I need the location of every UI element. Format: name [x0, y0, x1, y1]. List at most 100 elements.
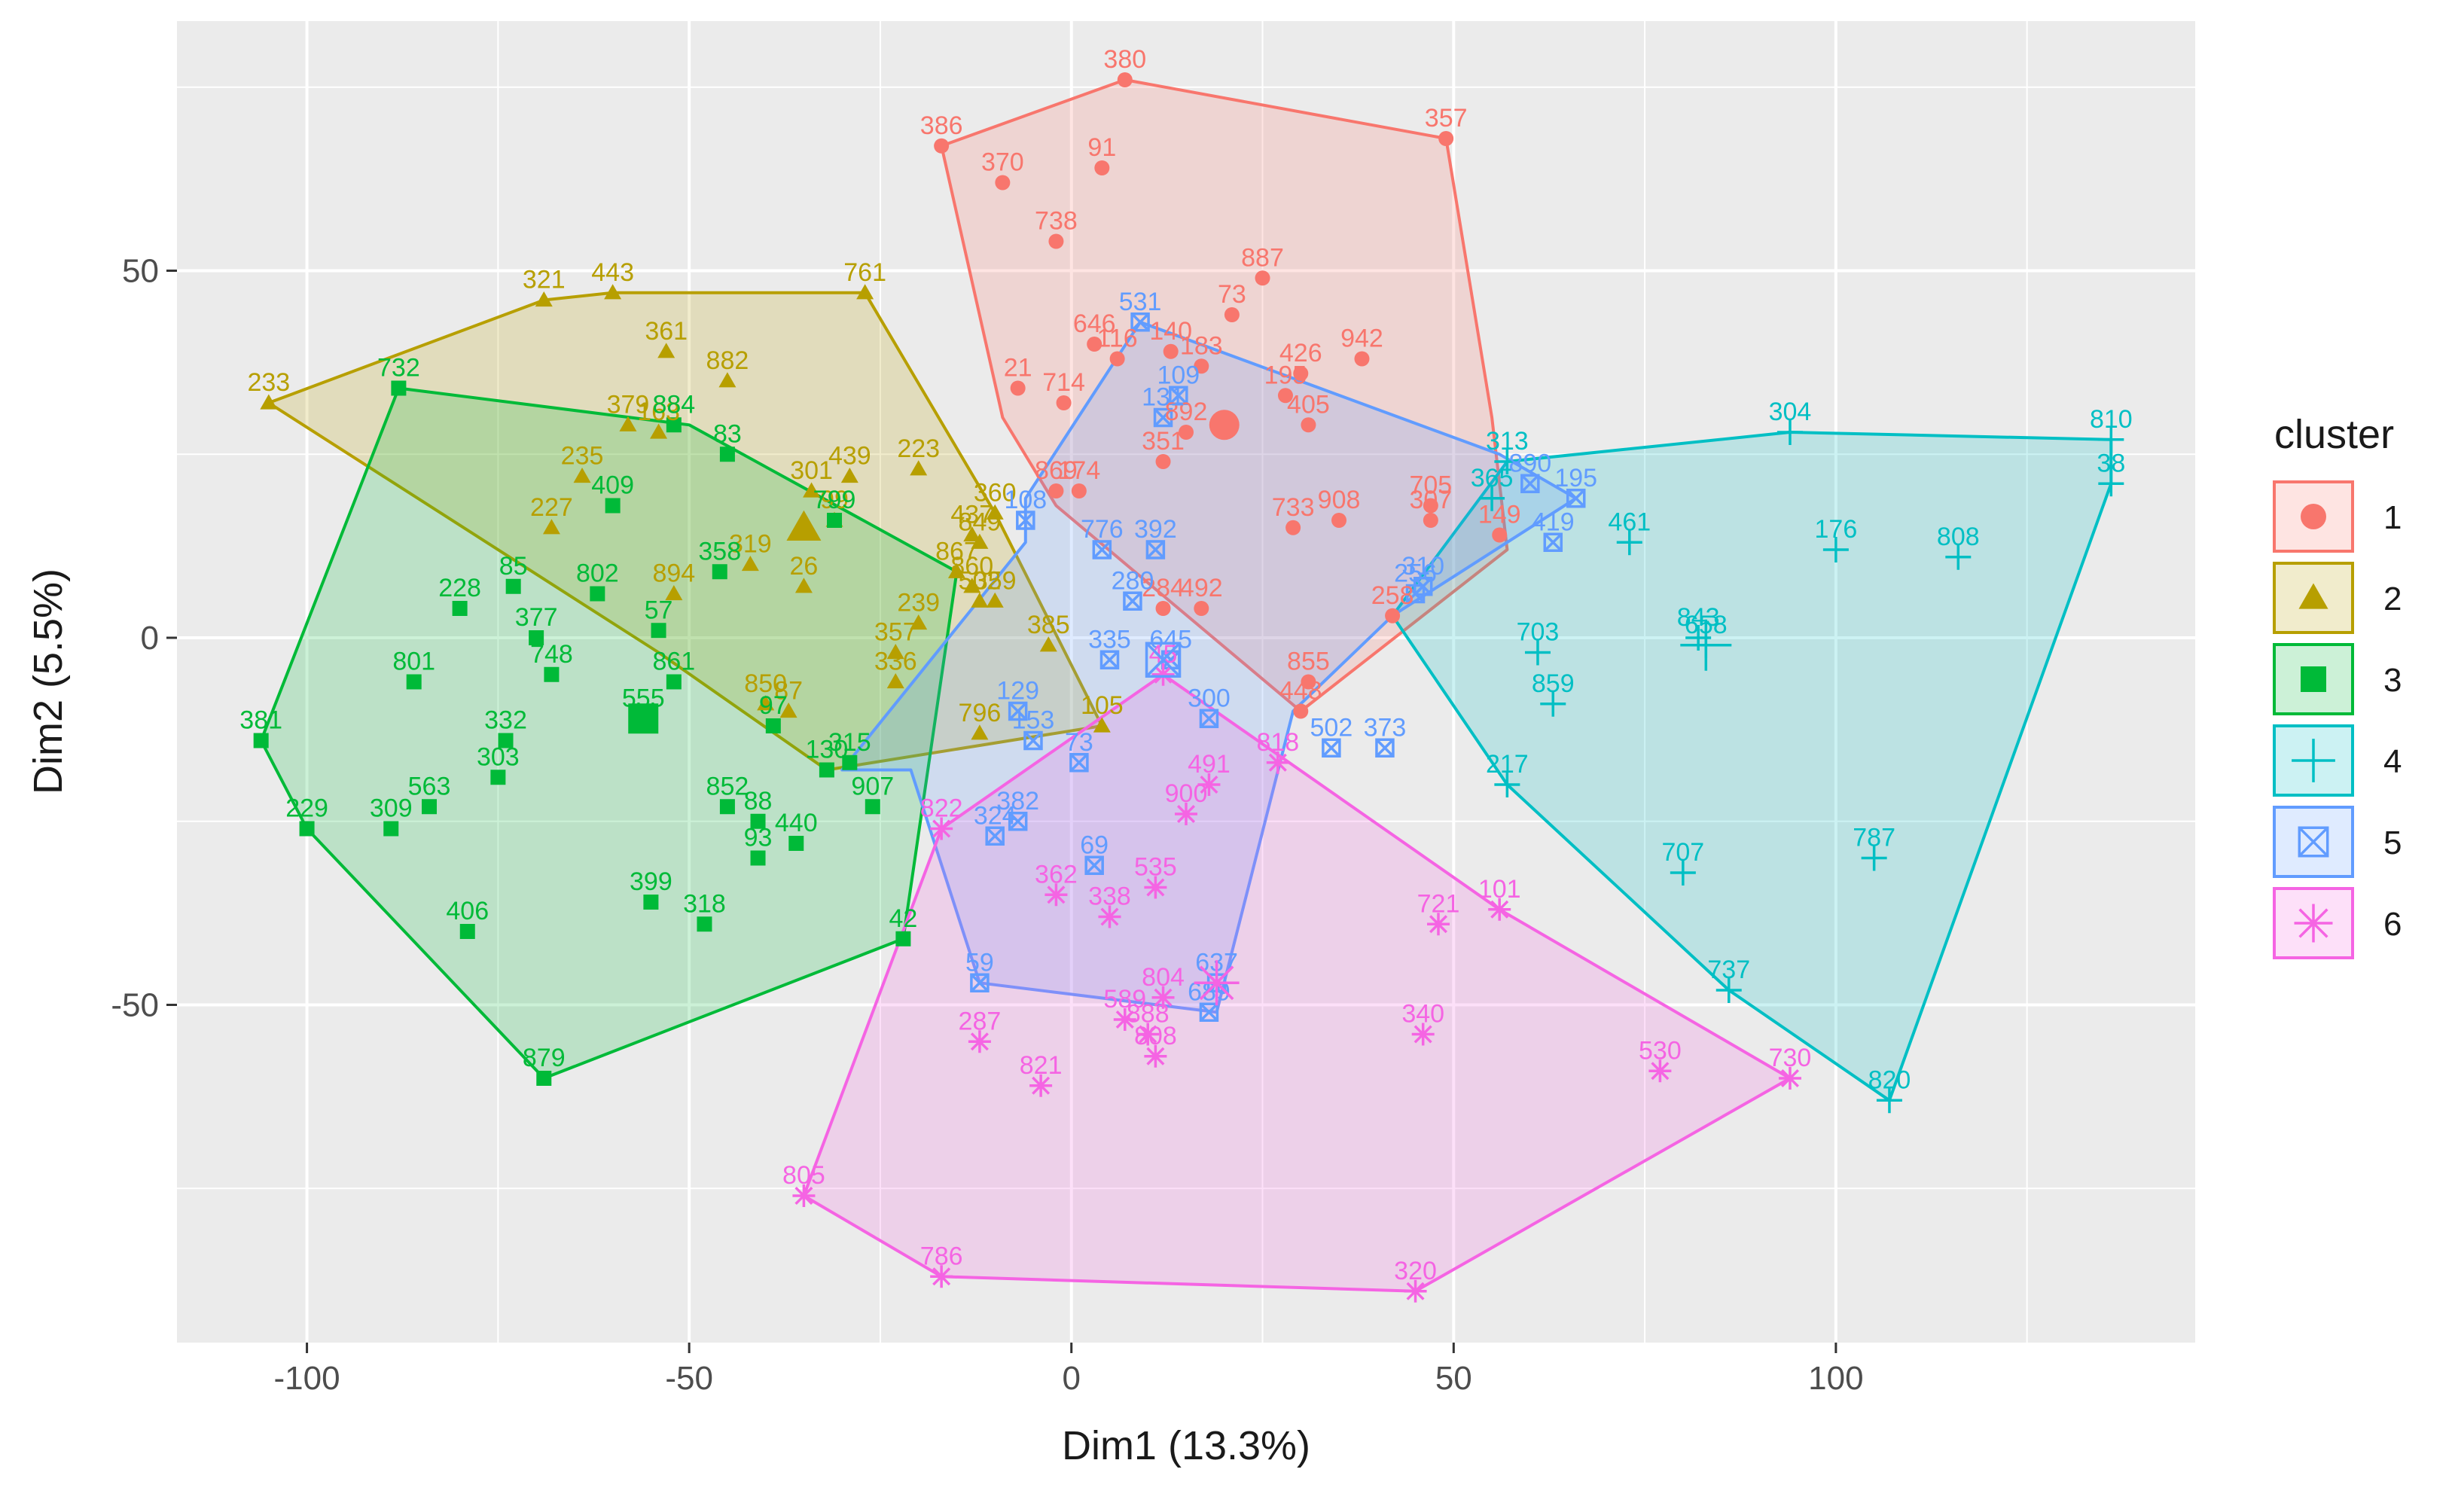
grid-minor — [177, 21, 2195, 1343]
point-label: 304 — [1769, 398, 1812, 426]
point-cluster-5 — [1375, 738, 1395, 758]
legend-marker-5 — [2298, 826, 2329, 858]
point-label: 820 — [1868, 1065, 1911, 1094]
point-cluster-6 — [1151, 663, 1175, 686]
point-label: 491 — [1188, 750, 1231, 779]
point-label: 535 — [1134, 853, 1177, 882]
point-label: 908 — [1318, 486, 1361, 514]
legend-label-3: 3 — [2383, 662, 2402, 699]
point-label: 320 — [1394, 1257, 1437, 1285]
point-label: 801 — [392, 648, 435, 676]
point-label: 223 — [897, 434, 940, 463]
point-label: 443 — [591, 258, 634, 287]
centroid-cluster-4 — [1680, 619, 1732, 671]
point-cluster-6 — [1151, 986, 1175, 1009]
legend-label-1: 1 — [2383, 499, 2402, 536]
point-cluster-2 — [260, 394, 278, 410]
y-tick-label: 50 — [122, 253, 159, 290]
point-label: 235 — [561, 442, 604, 471]
point-label: 492 — [1180, 574, 1223, 602]
centroid-cluster-3 — [628, 703, 659, 734]
point-label: 130 — [806, 736, 849, 764]
point-cluster-4 — [1876, 1087, 1902, 1114]
point-cluster-5 — [1069, 753, 1089, 773]
point-label: 822 — [920, 794, 963, 823]
point-cluster-2 — [886, 644, 904, 660]
point-cluster-3 — [827, 513, 843, 528]
point-cluster-3 — [666, 674, 682, 690]
point-label: 93 — [744, 824, 773, 852]
point-label: 894 — [652, 559, 695, 588]
point-label: 406 — [446, 897, 489, 925]
point-label: 91 — [1087, 133, 1116, 162]
point-cluster-4 — [1479, 485, 1505, 511]
point-label: 879 — [523, 1044, 566, 1072]
point-label: 386 — [920, 111, 963, 140]
point-label: 439 — [828, 442, 871, 471]
point-label: 942 — [1340, 325, 1383, 353]
point-cluster-1 — [1492, 527, 1508, 543]
point-cluster-2 — [971, 724, 989, 740]
point-label: 849 — [959, 508, 1002, 536]
point-cluster-1 — [1056, 395, 1072, 410]
point-cluster-4 — [2098, 426, 2124, 453]
point-cluster-6 — [1197, 773, 1221, 796]
point-label: 821 — [1020, 1051, 1063, 1080]
point-cluster-3 — [605, 498, 621, 514]
point-label: 761 — [843, 258, 886, 287]
point-label: 360 — [974, 478, 1017, 507]
point-label: 228 — [438, 574, 481, 602]
point-cluster-1 — [1179, 425, 1194, 440]
point-cluster-6 — [930, 817, 953, 840]
point-label: 303 — [477, 742, 520, 771]
point-cluster-3 — [505, 578, 521, 594]
point-cluster-1 — [1423, 513, 1438, 528]
point-label: 808 — [1134, 1022, 1177, 1050]
point-cluster-2 — [757, 695, 775, 711]
point-label: 97 — [759, 691, 788, 720]
point-label: 362 — [1035, 860, 1078, 889]
legend-key-5 — [2273, 806, 2354, 878]
point-label: 589 — [1103, 985, 1146, 1014]
legend-key-1 — [2273, 480, 2354, 553]
point-cluster-6 — [1144, 1044, 1167, 1068]
point-label: 502 — [959, 566, 1002, 595]
point-label: 183 — [1180, 331, 1223, 360]
point-cluster-2 — [886, 673, 904, 689]
point-label: 377 — [515, 603, 558, 632]
panel-background — [177, 21, 2195, 1343]
point-label: 351 — [1142, 427, 1185, 456]
point-label: 409 — [591, 471, 634, 500]
point-label: 26 — [790, 552, 819, 581]
point-label: 448 — [1279, 677, 1322, 706]
legend-marker-6 — [2294, 904, 2333, 943]
point-cluster-5 — [985, 826, 1005, 846]
point-cluster-6 — [1427, 913, 1450, 936]
point-label: 405 — [1287, 390, 1330, 419]
point-cluster-5 — [1169, 386, 1188, 405]
point-label: 419 — [1532, 508, 1575, 536]
y-axis-title: Dim2 (5.5%) — [26, 569, 71, 794]
point-label: 888 — [1127, 1000, 1170, 1029]
point-label: 850 — [744, 669, 787, 698]
point-cluster-3 — [391, 380, 407, 396]
point-cluster-3 — [643, 895, 659, 910]
point-label: 738 — [1035, 207, 1078, 236]
centroid-cluster-2 — [786, 510, 822, 541]
point-label: 358 — [698, 537, 741, 565]
point-label: 818 — [1256, 728, 1299, 757]
point-label: 313 — [1486, 427, 1529, 456]
y-tick-label: 0 — [141, 620, 159, 657]
point-cluster-3 — [498, 733, 514, 748]
hull-cluster-1 — [940, 78, 1509, 713]
point-label: 335 — [1088, 625, 1131, 654]
legend-label-2: 2 — [2383, 581, 2402, 617]
point-cluster-6 — [968, 1030, 991, 1053]
point-cluster-1 — [1277, 388, 1293, 404]
point-label: 88 — [744, 787, 773, 815]
point-label: 645 — [1149, 625, 1192, 654]
point-cluster-5 — [1023, 730, 1043, 751]
point-label: 379 — [607, 390, 650, 419]
point-cluster-2 — [665, 585, 683, 601]
